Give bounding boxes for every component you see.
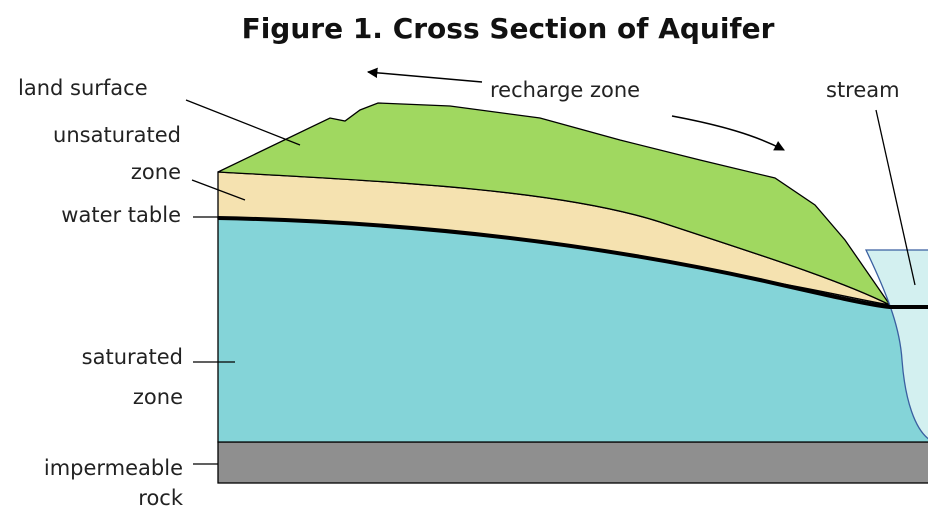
aquifer-diagram: Figure 1. Cross Section of Aquifer land … [0, 0, 928, 514]
label: water table [61, 203, 181, 227]
arrow [672, 116, 784, 150]
title: Figure 1. Cross Section of Aquifer [242, 12, 775, 45]
label: saturated [82, 345, 183, 369]
label: zone [133, 385, 183, 409]
arrow [368, 72, 482, 82]
label: stream [826, 78, 900, 102]
label: rock [138, 486, 184, 510]
label: impermeable [44, 456, 183, 480]
bedrock [218, 442, 928, 483]
label: land surface [18, 76, 148, 100]
label: recharge zone [490, 78, 640, 102]
label: zone [131, 160, 181, 184]
label: unsaturated [53, 123, 181, 147]
leader-line [186, 100, 300, 145]
